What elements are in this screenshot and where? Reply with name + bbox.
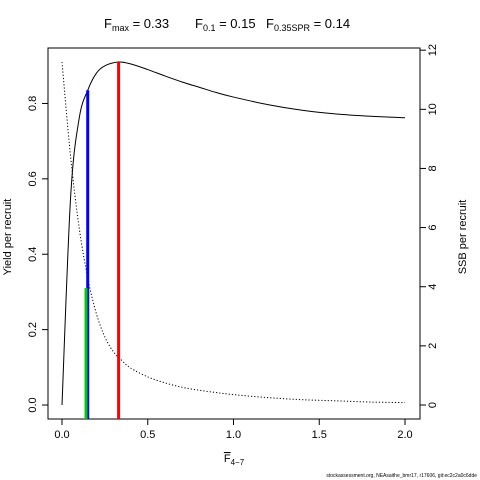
y-right-tick-label: 10 (427, 103, 439, 115)
title-fspr: F0.35SPR = 0.14 (266, 16, 350, 33)
y-axis-left: 0.0 0.2 0.4 0.6 0.8 (27, 96, 49, 413)
f01-label: F (195, 16, 203, 31)
fspr-sub: 0.35SPR (274, 23, 311, 33)
y-right-tick-label: 8 (427, 165, 439, 171)
y-axis-right: 0 2 4 6 8 10 12 (419, 44, 439, 408)
fmax-value: = 0.33 (129, 16, 169, 31)
fspr-label: F (266, 16, 274, 31)
x-tick-label: 1.5 (312, 429, 327, 441)
title-fmax: Fmax = 0.33 (104, 16, 169, 33)
x-tick-label: 2.0 (397, 429, 412, 441)
f01-sub: 0.1 (203, 23, 216, 33)
x-axis-label-sub: 4−7 (231, 458, 245, 467)
x-tick-label: 0.0 (54, 429, 69, 441)
x-axis-label: F (224, 453, 231, 465)
y-right-tick-label: 6 (427, 225, 439, 231)
y-left-tick-label: 0.4 (27, 247, 39, 262)
y-right-tick-label: 4 (427, 284, 439, 290)
ssb-per-recruit-curve (61, 61, 406, 404)
series-layer (61, 61, 406, 406)
y-left-tick-label: 0.8 (27, 96, 39, 111)
y-right-tick-label: 0 (427, 402, 439, 408)
y-left-tick-label: 0.2 (27, 322, 39, 337)
y-left-tick-label: 0.0 (27, 397, 39, 412)
y-axis-right-label: SSB per recruit (457, 200, 469, 275)
yield-per-recruit-curve (61, 61, 406, 406)
x-axis: 0.0 0.5 1.0 1.5 2.0 (54, 418, 413, 441)
fspr-value: = 0.14 (310, 16, 350, 31)
y-axis-left-label: Yield per recruit (2, 199, 14, 276)
y-right-tick-label: 2 (427, 343, 439, 349)
reference-lines (84, 62, 121, 419)
fmax-sub: max (112, 23, 130, 33)
credit-text: stockassessment.org, NEAsaithe_bmr17, r1… (326, 473, 477, 479)
chart-title: Fmax = 0.33 F0.1 = 0.15 F0.35SPR = 0.14 (104, 16, 350, 33)
plot-frame (47, 47, 421, 420)
x-axis-title: F4−7 (224, 453, 245, 467)
f01-value: = 0.15 (215, 16, 255, 31)
y-right-tick-label: 12 (427, 44, 439, 56)
y-left-tick-label: 0.6 (27, 171, 39, 186)
fmax-label: F (104, 16, 112, 31)
title-f01: F0.1 = 0.15 (195, 16, 256, 33)
x-tick-label: 0.5 (140, 429, 155, 441)
x-tick-label: 1.0 (226, 429, 241, 441)
